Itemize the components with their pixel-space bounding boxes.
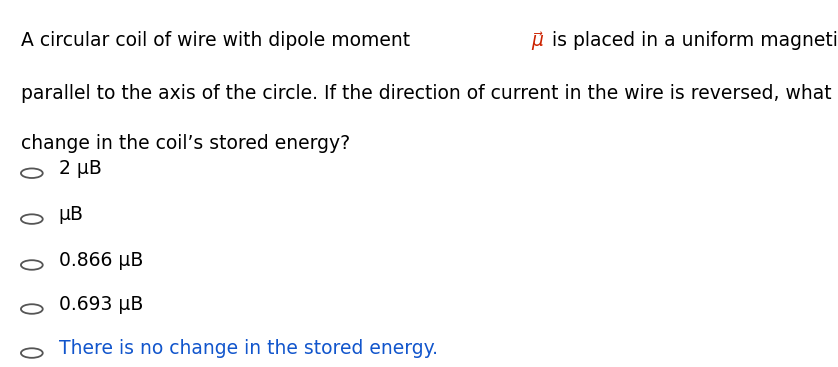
Text: There is no change in the stored energy.: There is no change in the stored energy. [59, 339, 437, 358]
Text: μ⃗: μ⃗ [530, 31, 543, 50]
Text: parallel to the axis of the circle. If the direction of current in the wire is r: parallel to the axis of the circle. If t… [21, 84, 838, 103]
Text: is placed in a uniform magnetic field: is placed in a uniform magnetic field [546, 31, 838, 50]
Text: change in the coil’s stored energy?: change in the coil’s stored energy? [21, 134, 350, 153]
Text: A circular coil of wire with dipole moment: A circular coil of wire with dipole mome… [21, 31, 416, 50]
Text: 0.866 μB: 0.866 μB [59, 251, 143, 270]
Text: 0.693 μB: 0.693 μB [59, 295, 143, 314]
Text: 2 μB: 2 μB [59, 159, 101, 178]
Text: μB: μB [59, 205, 84, 224]
